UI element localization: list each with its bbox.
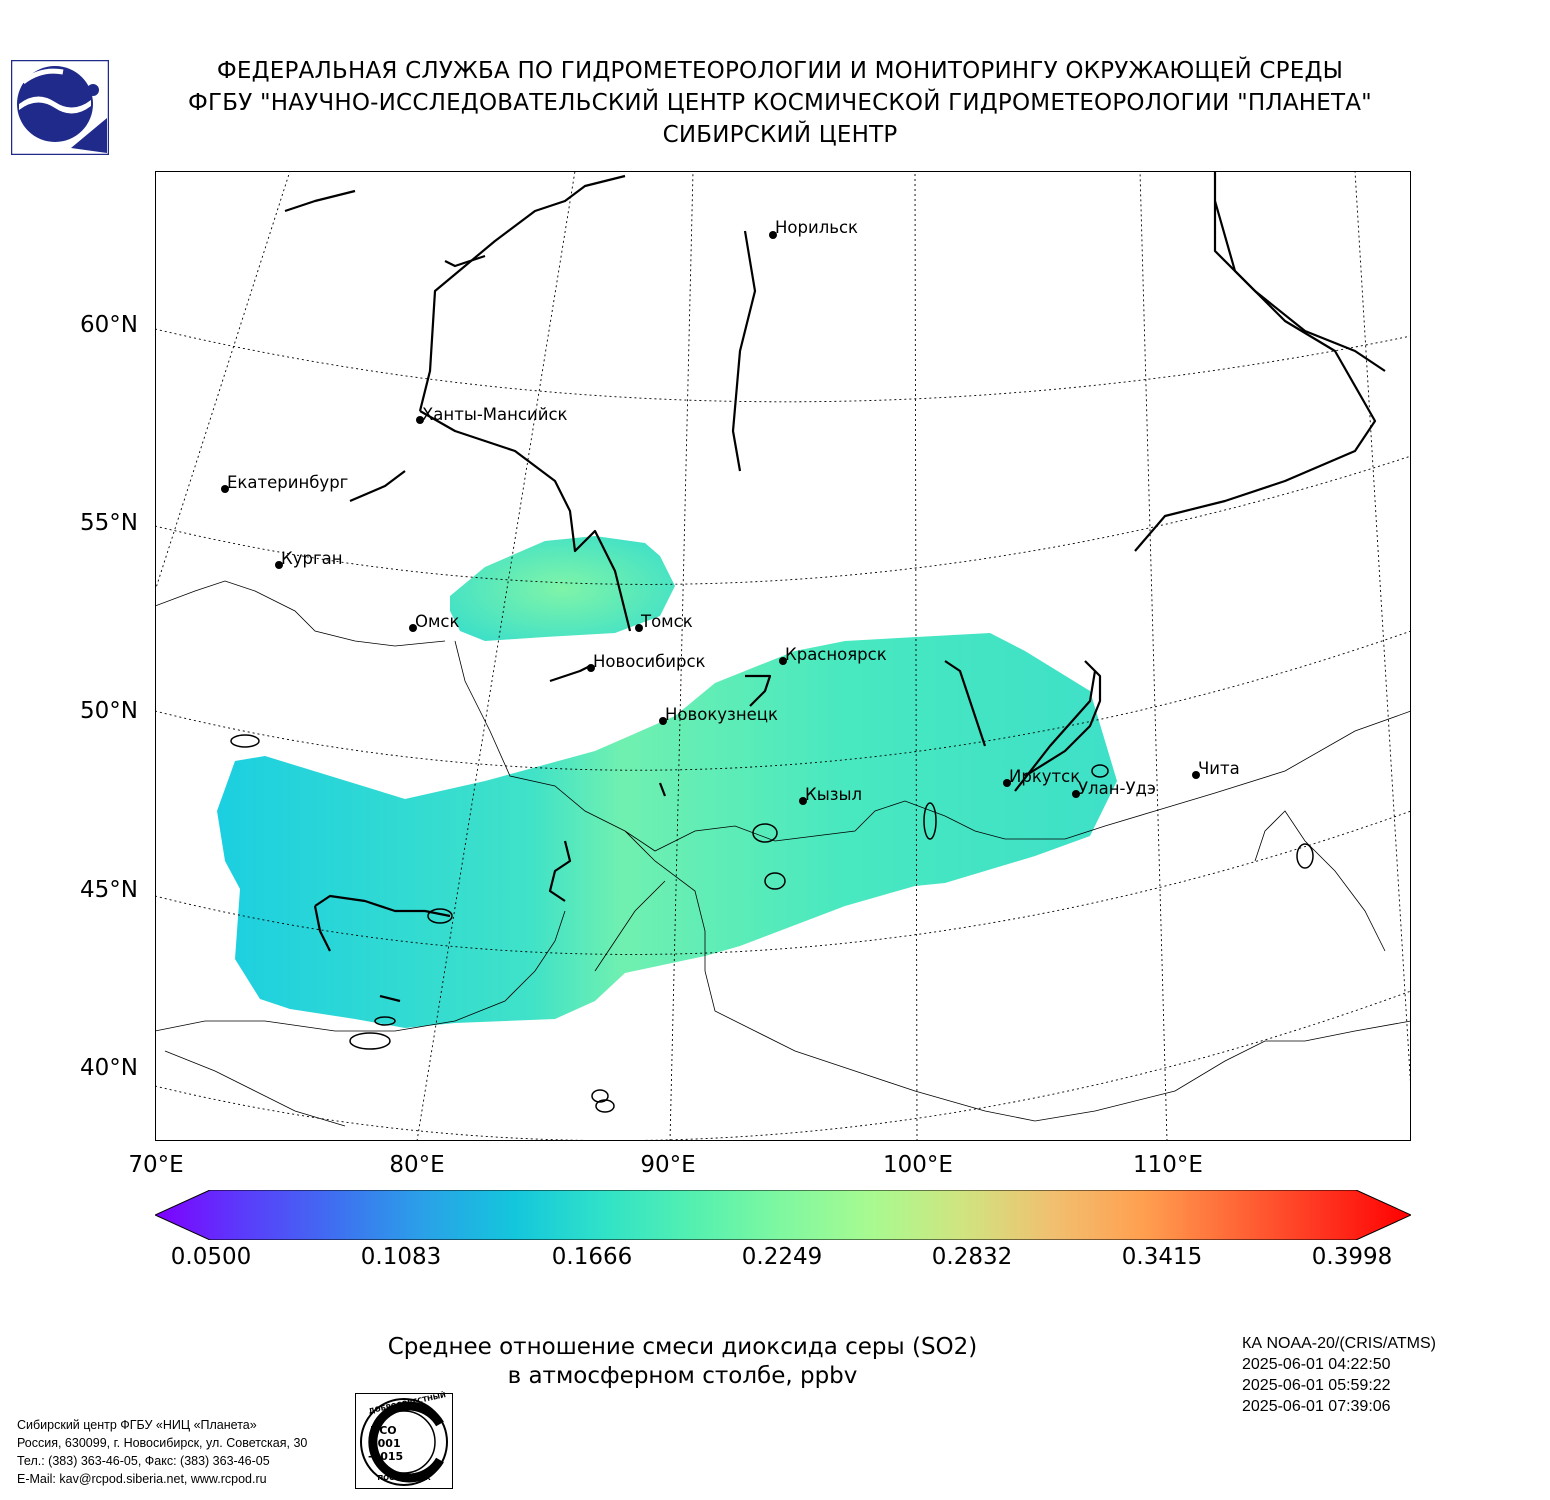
- colorbar-label-2: 0.1666: [551, 1244, 633, 1270]
- footer-contacts: Сибирский центр ФГБУ «НИЦ «Планета» Росс…: [17, 1416, 307, 1488]
- colorbar-svg: [153, 1189, 1413, 1241]
- city-dot-chita: [1192, 771, 1200, 779]
- satellite-info: КА NOAA-20/(CRIS/ATMS) 2025-06-01 04:22:…: [1242, 1333, 1436, 1417]
- city-label-novosibirsk: Новосибирск: [593, 652, 706, 671]
- satellite-time-3: 2025-06-01 07:39:06: [1242, 1398, 1391, 1415]
- footer-line-1: Сибирский центр ФГБУ «НИЦ «Планета»: [17, 1418, 257, 1432]
- iso-badge-icon: [360, 1398, 448, 1486]
- footer-line-2: Россия, 630099, г. Новосибирск, ул. Сове…: [17, 1436, 308, 1450]
- header-line-1: ФЕДЕРАЛЬНАЯ СЛУЖБА ПО ГИДРОМЕТЕОРОЛОГИИ …: [216, 58, 1344, 84]
- map-panel: [154, 170, 1412, 1142]
- colorbar-label-6: 0.3998: [1311, 1244, 1393, 1270]
- so2-field-north: [450, 536, 675, 641]
- city-label-kyzyl: Кызыл: [805, 785, 863, 804]
- city-label-norilsk: Норильск: [775, 218, 859, 237]
- colorbar-label-5: 0.3415: [1121, 1244, 1203, 1270]
- city-label-omsk: Омск: [415, 612, 460, 631]
- map-frame: [155, 171, 1411, 1141]
- header-line-2: ФГБУ "НАУЧНО-ИССЛЕДОВАТЕЛЬСКИЙ ЦЕНТР КОС…: [188, 90, 1372, 116]
- city-dot-ulan-ude: [1072, 790, 1080, 798]
- iso-text-2: 9001: [370, 1437, 401, 1450]
- city-label-khanty-mansiysk: Ханты-Мансийск: [422, 405, 568, 424]
- city-label-ulan-ude: Улан-Удэ: [1078, 779, 1156, 798]
- city-label-irkutsk: Иркутск: [1009, 767, 1081, 786]
- city-dot-kurgan: [275, 561, 283, 569]
- colorbar-label-4: 0.2832: [931, 1244, 1013, 1270]
- lon-label-90: 90°E: [640, 1152, 696, 1178]
- city-label-chita: Чита: [1198, 759, 1240, 778]
- satellite-name: КА NOAA-20/(CRIS/ATMS): [1242, 1335, 1436, 1352]
- city-dot-omsk: [409, 624, 417, 632]
- city-dot-khanty-mansiysk: [416, 416, 424, 424]
- planeta-logo-icon: [10, 59, 110, 156]
- city-dot-novokuznetsk: [659, 717, 667, 725]
- lat-label-55: 55°N: [80, 510, 138, 536]
- product-title-line-2: в атмосферном столбе, ppbv: [507, 1363, 858, 1389]
- colorbar-label-1: 0.1083: [360, 1244, 442, 1270]
- satellite-time-1: 2025-06-01 04:22:50: [1242, 1356, 1391, 1373]
- footer-line-4: E-Mail: kav@rcpod.siberia.net, www.rcpod…: [17, 1472, 267, 1486]
- colorbar-label-3: 0.2249: [741, 1244, 823, 1270]
- city-label-novokuznetsk: Новокузнецк: [665, 705, 778, 724]
- city-dot-kyzyl: [799, 797, 807, 805]
- iso-bottom-text: ПОСТАВЩИК: [377, 1474, 431, 1482]
- lat-label-50: 50°N: [80, 698, 138, 724]
- lat-label-40: 40°N: [80, 1055, 138, 1081]
- footer-line-3: Тел.: (383) 363-46-05, Факс: (383) 363-4…: [17, 1454, 270, 1468]
- city-dot-norilsk: [769, 231, 777, 239]
- city-dot-novosibirsk: [587, 664, 595, 672]
- product-title-line-1: Среднее отношение смеси диоксида серы (S…: [387, 1334, 978, 1360]
- iso-badge: ДОБРОСОВЕСТНЫЙ ИСО 9001 -2015 ПОСТАВЩИК: [355, 1391, 453, 1489]
- colorbar: [153, 1189, 1413, 1241]
- iso-text-3: -2015: [368, 1450, 404, 1463]
- city-dot-tomsk: [635, 624, 643, 632]
- header-line-3: СИБИРСКИЙ ЦЕНТР: [662, 122, 898, 148]
- lon-label-110: 110°E: [1133, 1152, 1203, 1178]
- city-label-kurgan: Курган: [281, 549, 343, 568]
- lon-label-100: 100°E: [883, 1152, 953, 1178]
- satellite-time-2: 2025-06-01 05:59:22: [1242, 1377, 1391, 1394]
- lat-label-60: 60°N: [80, 312, 138, 338]
- city-dot-irkutsk: [1003, 779, 1011, 787]
- city-dot-ekaterinburg: [221, 485, 229, 493]
- colorbar-label-0: 0.0500: [170, 1244, 252, 1270]
- city-label-krasnoyarsk: Красноярск: [785, 645, 887, 664]
- lon-label-80: 80°E: [389, 1152, 445, 1178]
- lon-label-70: 70°E: [128, 1152, 184, 1178]
- city-label-ekaterinburg: Екатеринбург: [227, 473, 349, 492]
- so2-field-main: [217, 633, 1117, 1028]
- map-svg: [154, 170, 1412, 1142]
- iso-text-1: ИСО: [370, 1424, 397, 1437]
- lat-label-45: 45°N: [80, 877, 138, 903]
- city-label-tomsk: Томск: [641, 612, 693, 631]
- city-dot-krasnoyarsk: [779, 657, 787, 665]
- planeta-logo: [10, 59, 110, 156]
